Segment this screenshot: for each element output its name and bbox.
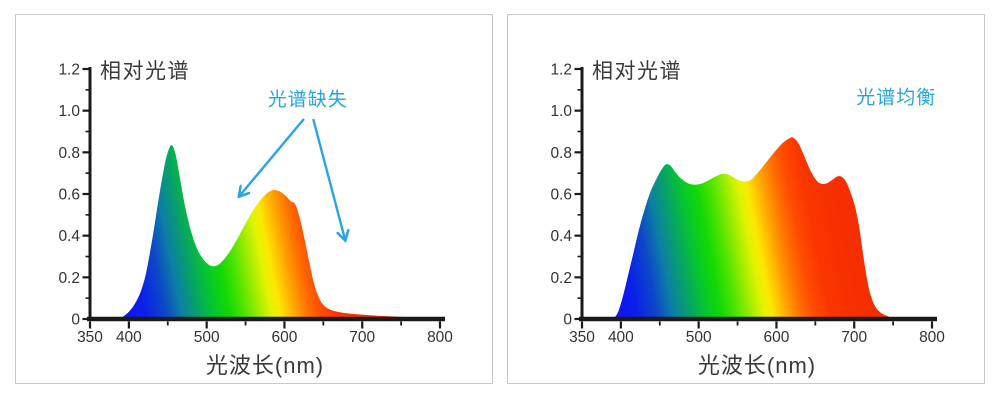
y-tick-label: 1.2 [58, 62, 80, 79]
spectrum-chart-svg-left: 350 400 500 600 700 800 0 0.2 0.4 0.6 0.8 1.0 1.2 [58, 62, 453, 346]
x-tick-label: 800 [919, 329, 945, 346]
spectrum-chart-svg-right: 350 400 500 600 700 800 0 0.2 0.4 0.6 0.8 1.0 1.2 [550, 62, 945, 346]
annotation-spectrum-missing: 光谱缺失 [267, 89, 348, 111]
y-tick-label: 0 [563, 312, 572, 329]
x-tick-label: 700 [841, 329, 867, 346]
annotation-arrow [312, 118, 345, 240]
x-tick-label: 400 [608, 329, 634, 346]
x-tick-label: 600 [764, 329, 790, 346]
chart-panel-balanced-spectrum: 350 400 500 600 700 800 0 0.2 0.4 0.6 0.8 1.0 1.2 相对… [507, 14, 985, 384]
annotation-spectrum-balanced: 光谱均衡 [856, 87, 937, 109]
x-tick-label: 350 [569, 329, 595, 346]
y-tick-label: 0 [71, 312, 80, 329]
y-tick-label: 0.8 [58, 145, 80, 162]
y-tick-label: 1.0 [58, 103, 80, 120]
y-tick-label: 0.6 [550, 187, 572, 204]
y-tick-label: 0.8 [550, 145, 572, 162]
y-tick-label: 1.2 [550, 62, 572, 79]
y-tick-label: 0.6 [58, 187, 80, 204]
x-tick-label: 700 [349, 329, 375, 346]
x-tick-label: 350 [77, 329, 103, 346]
x-tick-label: 400 [116, 329, 142, 346]
x-axis-label: 光波长(nm) [697, 353, 817, 378]
x-tick-label: 500 [686, 329, 712, 346]
y-tick-label: 0.2 [58, 270, 80, 287]
chart-panel-missing-spectrum: 350 400 500 600 700 800 0 0.2 0.4 0.6 0.8 1.0 1.2 相对… [15, 14, 493, 384]
x-tick-label: 600 [272, 329, 298, 346]
x-tick-label: 800 [427, 329, 453, 346]
chart-title: 相对光谱 [592, 60, 682, 83]
y-tick-label: 1.0 [550, 103, 572, 120]
spectrum-area [613, 137, 903, 319]
x-tick-label: 500 [194, 329, 220, 346]
x-axis-label: 光波长(nm) [205, 353, 325, 378]
y-tick-label: 0.4 [550, 228, 572, 245]
chart-title: 相对光谱 [100, 60, 190, 83]
spectrum-area [117, 144, 440, 319]
y-tick-label: 0.4 [58, 228, 80, 245]
annotation-arrow [239, 118, 305, 196]
y-tick-label: 0.2 [550, 270, 572, 287]
